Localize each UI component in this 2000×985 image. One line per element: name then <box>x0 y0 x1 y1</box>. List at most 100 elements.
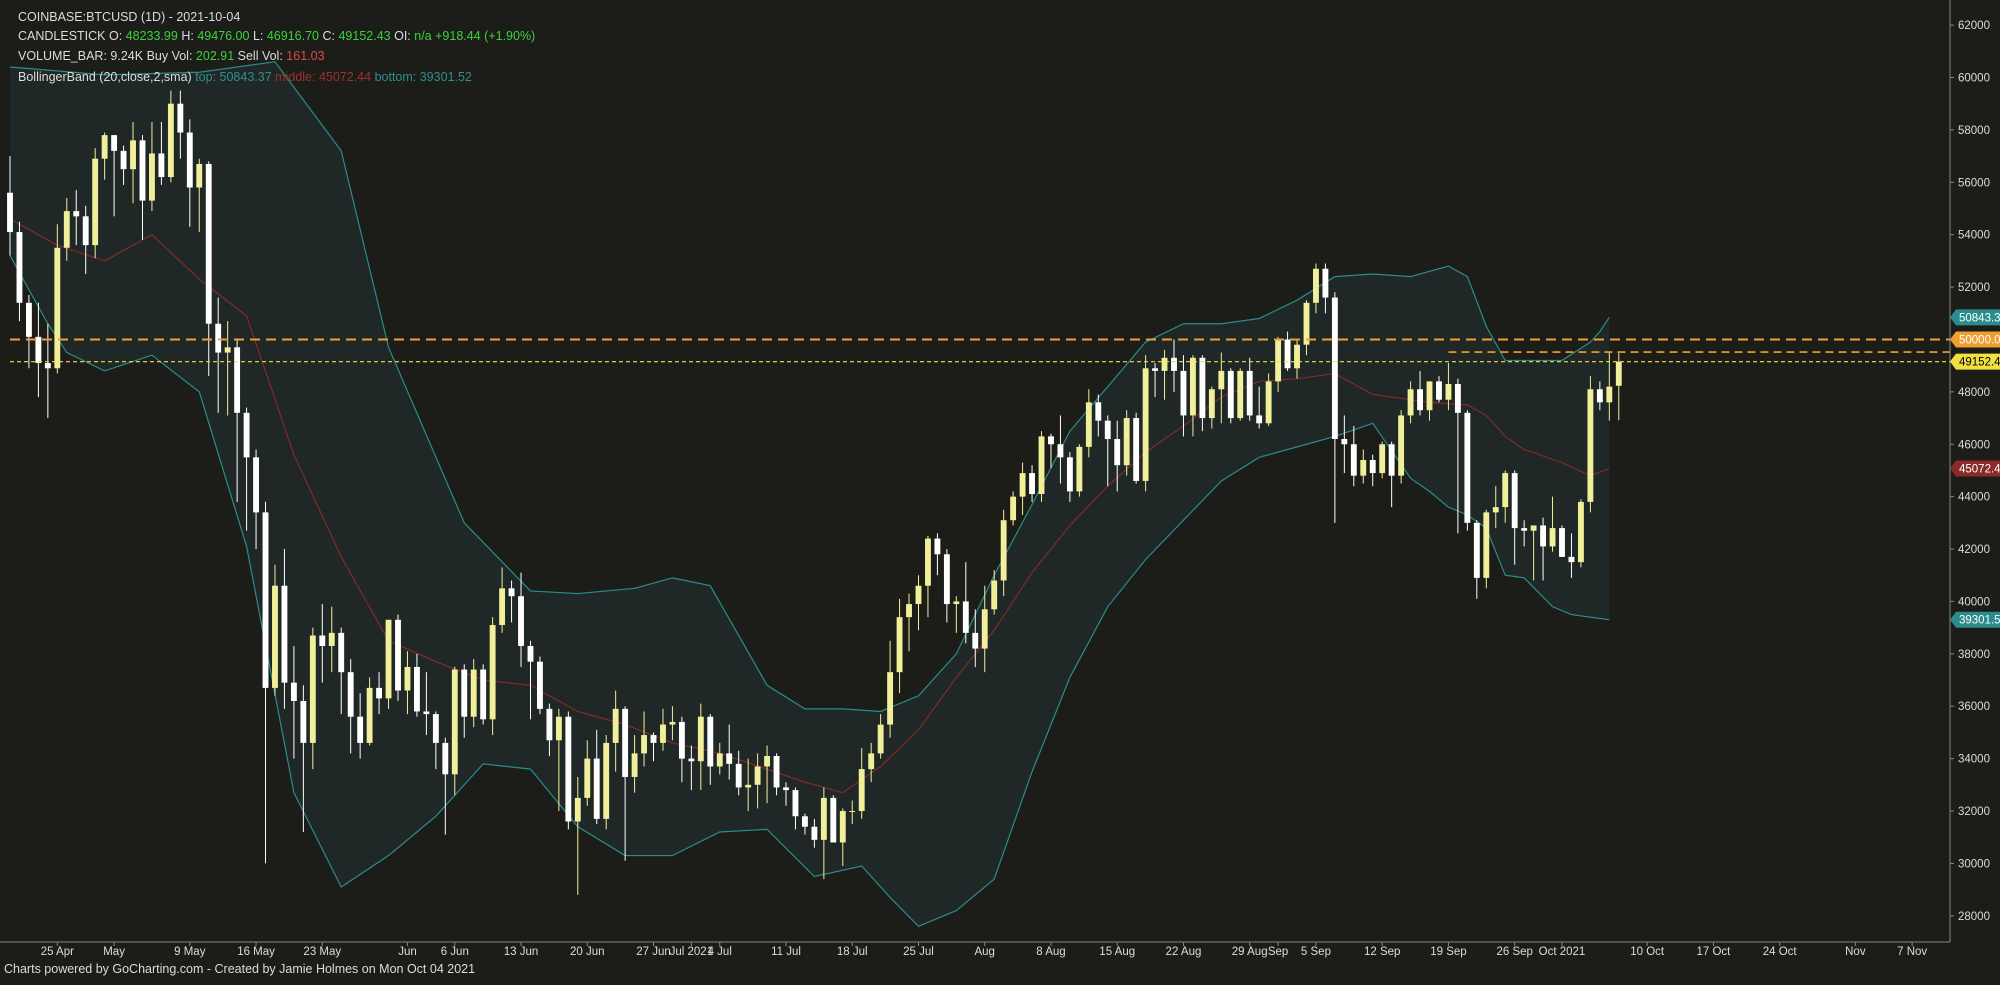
candle-body <box>186 132 193 188</box>
bollinger-bottom-line <box>9 255 1610 927</box>
candle-body <box>272 585 278 688</box>
candle-body <box>1265 381 1272 424</box>
candle-body <box>584 758 591 798</box>
candle-body <box>981 609 988 649</box>
x-tick-label: 9 May <box>174 946 206 958</box>
candle-body <box>177 103 184 133</box>
x-tick-label: 11 Jul <box>771 946 801 958</box>
candle-body <box>735 763 742 788</box>
candle-body <box>1322 268 1329 298</box>
candle-body <box>1038 436 1045 495</box>
candle-body <box>1275 339 1282 382</box>
candle-body <box>1445 384 1452 400</box>
sell-vol-value: 161.03 <box>286 49 325 63</box>
candle-body <box>1331 297 1338 440</box>
candle-body <box>1464 412 1471 523</box>
x-tick-label: 18 Jul <box>837 946 868 958</box>
candle-body <box>811 826 818 840</box>
candle-body <box>432 714 439 743</box>
candle-body <box>281 585 288 683</box>
candle-body <box>300 700 307 743</box>
candle-body <box>1246 370 1253 416</box>
candle-body <box>896 617 903 673</box>
y-tick-label: 28000 <box>1958 911 1990 923</box>
close-value: 49152.43 <box>338 29 391 43</box>
candle-body <box>347 672 354 717</box>
candle-body <box>1171 357 1177 371</box>
x-tick-label: Oct 2021 <box>1539 946 1586 958</box>
candle-body <box>915 585 922 605</box>
x-tick-label: 29 Aug <box>1232 946 1268 958</box>
candle-body <box>1180 370 1187 416</box>
candle-body <box>1549 528 1556 547</box>
x-tick-label: 7 Nov <box>1897 946 1927 958</box>
candle-body <box>309 635 316 743</box>
candle-body <box>792 790 799 817</box>
candle-body <box>943 554 950 605</box>
candle-body <box>669 721 676 725</box>
bb-top-label: top: <box>195 70 217 84</box>
x-tick-label: May <box>103 946 125 958</box>
candle-body <box>1502 473 1509 508</box>
candle-body <box>527 645 534 662</box>
x-tick-label: Sep <box>1268 946 1288 958</box>
candle-body <box>461 669 468 717</box>
x-tick-label: 25 Jul <box>903 946 934 958</box>
change-value: +918.44 <box>435 29 481 43</box>
y-tick-label: 34000 <box>1958 754 1990 766</box>
candle-body <box>1057 444 1064 458</box>
price-tag-label: 49152.43 <box>1959 357 2000 369</box>
axes: 28000 30000 32000 34000 36000 38000 40000 42000… <box>0 0 2000 958</box>
candle-body <box>1360 459 1367 476</box>
candle-body <box>1123 418 1130 466</box>
candle-body <box>972 632 979 649</box>
change-percent: (+1.90%) <box>484 29 536 43</box>
candle-body <box>745 784 752 788</box>
candle-body <box>1379 444 1386 474</box>
candle-body <box>953 601 960 605</box>
candle-body <box>1587 389 1594 502</box>
candle-body <box>1615 361 1622 386</box>
x-tick-label: 26 Sep <box>1496 946 1532 958</box>
candle-body <box>773 756 780 788</box>
candle-body <box>688 758 695 762</box>
candle-body <box>489 625 496 720</box>
candle-body <box>1559 528 1565 557</box>
candle-body <box>555 716 562 741</box>
x-tick-label: 19 Sep <box>1430 946 1466 958</box>
candle-body <box>366 687 373 743</box>
bollinger-legend: BollingerBand (20,close,2,sma) top: 5084… <box>18 70 472 84</box>
candle-body <box>1133 418 1140 481</box>
candle-body <box>234 347 241 413</box>
candlestick-legend: CANDLESTICK O: 48233.99 H: 49476.00 L: 4… <box>18 29 535 43</box>
candle-body <box>205 163 212 324</box>
x-tick-label: 5 Sep <box>1301 946 1331 958</box>
candle-body <box>1577 501 1584 563</box>
bollinger-fill <box>10 61 1610 927</box>
candle-body <box>73 211 80 217</box>
candle-body <box>451 669 458 775</box>
candle-body <box>1568 556 1575 563</box>
candle-body <box>1076 446 1083 492</box>
x-tick-label: 4 Jul <box>708 946 732 958</box>
candle-body <box>1029 473 1035 495</box>
candle-body <box>35 336 42 364</box>
candle-body <box>319 635 326 646</box>
y-tick-label: 48000 <box>1958 387 1990 399</box>
x-tick-label: 25 Apr <box>41 946 74 958</box>
candle-body <box>1398 415 1405 476</box>
candle-body <box>413 666 420 712</box>
candle-body <box>196 163 203 188</box>
price-tag <box>1950 460 2000 477</box>
candle-body <box>868 753 875 770</box>
candle-body <box>7 192 13 233</box>
candle-body <box>697 716 704 762</box>
candles <box>7 90 1622 895</box>
y-tick-label: 36000 <box>1958 701 1990 713</box>
candle-body <box>1114 439 1121 466</box>
candle-body <box>574 797 581 822</box>
candle-body <box>1019 473 1026 497</box>
candle-body <box>537 661 543 709</box>
candle-body <box>1066 457 1073 492</box>
